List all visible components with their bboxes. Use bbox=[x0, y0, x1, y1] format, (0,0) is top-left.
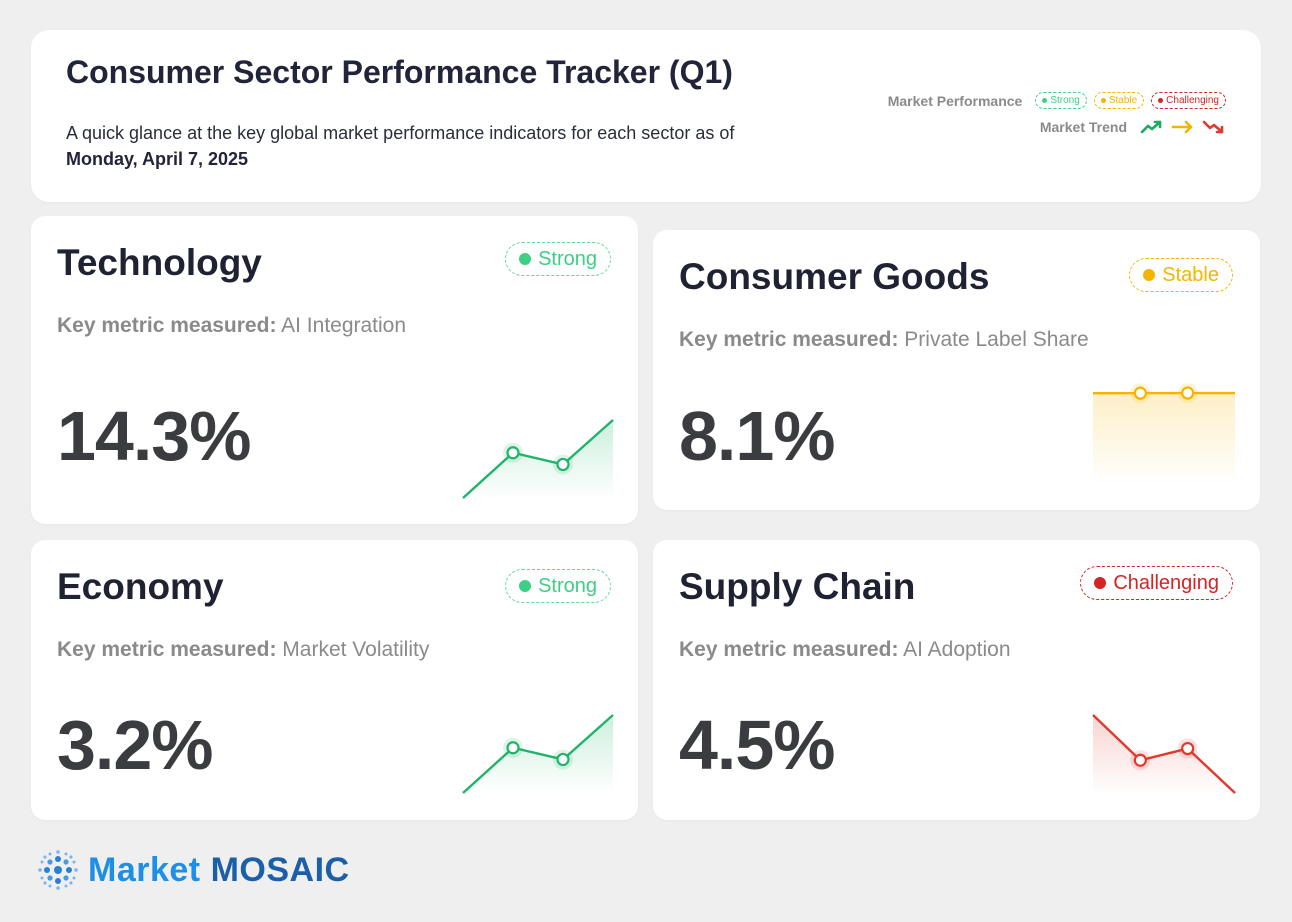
sparkline-point bbox=[1181, 741, 1195, 756]
trend-legend: Market Trend bbox=[1040, 119, 1226, 135]
metric-prefix: Key metric measured: bbox=[679, 328, 899, 351]
status-badge: Challenging bbox=[1080, 566, 1233, 600]
status-badge: Strong bbox=[505, 242, 611, 276]
trend-flat-icon bbox=[1171, 120, 1193, 134]
sector-name: Consumer Goods bbox=[679, 256, 990, 297]
status-label: Strong bbox=[538, 574, 597, 597]
metric-value: 14.3% bbox=[57, 397, 251, 475]
sparkline-area bbox=[463, 420, 613, 500]
sparkline-point bbox=[506, 741, 520, 755]
metric-name: AI Integration bbox=[281, 314, 407, 337]
metric-value: 4.5% bbox=[679, 706, 836, 784]
legend-challenging-label: Challenging bbox=[1166, 95, 1219, 106]
sparkline-point bbox=[556, 457, 570, 472]
report-date: Monday, April 7, 2025 bbox=[66, 149, 249, 169]
trend-legend-label: Market Trend bbox=[1039, 119, 1127, 135]
sparkline-line bbox=[462, 419, 614, 499]
status-badge: Strong bbox=[505, 569, 611, 603]
dot-icon bbox=[1100, 98, 1106, 103]
brand-name-part1: Market bbox=[88, 850, 201, 889]
sparkline-point bbox=[1133, 386, 1147, 400]
metric-prefix: Key metric measured: bbox=[679, 638, 899, 661]
status-dot-icon bbox=[519, 580, 532, 592]
metric-line: Key metric measured: Market Volatility bbox=[57, 638, 429, 662]
sector-name: Economy bbox=[57, 566, 224, 607]
status-badge: Stable bbox=[1129, 258, 1233, 292]
sparkline bbox=[462, 419, 614, 500]
status-label: Strong bbox=[538, 247, 597, 270]
subtitle-text: A quick glance at the key global market … bbox=[66, 123, 735, 143]
sparkline-point bbox=[1133, 753, 1147, 767]
sparkline-line bbox=[1092, 714, 1236, 794]
page-title: Consumer Sector Performance Tracker (Q1) bbox=[66, 54, 733, 90]
status-label: Stable bbox=[1162, 263, 1219, 286]
sector-card-economy: Economy Strong Key metric measured: Mark… bbox=[31, 540, 638, 820]
sparkline bbox=[462, 714, 614, 795]
sparkline-area bbox=[463, 715, 613, 795]
page-subtitle: A quick glance at the key global market … bbox=[66, 120, 734, 172]
sparkline-line bbox=[462, 714, 614, 794]
metric-name: Private Label Share bbox=[904, 328, 1089, 351]
sector-card-supply-chain: Supply Chain Challenging Key metric meas… bbox=[653, 540, 1260, 820]
metric-value: 8.1% bbox=[679, 397, 836, 475]
sector-name: Supply Chain bbox=[679, 566, 916, 607]
sparkline bbox=[1092, 714, 1236, 795]
metric-value: 3.2% bbox=[57, 706, 214, 784]
dot-icon bbox=[1042, 98, 1048, 103]
legend-challenging-badge: Challenging bbox=[1151, 92, 1226, 109]
sparkline-point bbox=[506, 446, 520, 460]
metric-name: AI Adoption bbox=[903, 638, 1011, 661]
metric-prefix: Key metric measured: bbox=[57, 638, 277, 661]
status-label: Challenging bbox=[1113, 571, 1219, 594]
sparkline-area bbox=[1093, 393, 1235, 485]
legend-stable-label: Stable bbox=[1108, 95, 1138, 106]
sparkline bbox=[1093, 383, 1235, 485]
brand-name: Market MOSAIC bbox=[88, 851, 350, 890]
trend-up-icon bbox=[1140, 120, 1162, 134]
brand-name-part2: MOSAIC bbox=[210, 850, 350, 889]
sector-card-consumer-goods: Consumer Goods Stable Key metric measure… bbox=[653, 230, 1260, 510]
performance-legend: Market Performance Strong Stable Challen… bbox=[888, 92, 1226, 109]
sector-card-technology: Technology Strong Key metric measured: A… bbox=[31, 216, 638, 524]
legend-strong-label: Strong bbox=[1050, 95, 1080, 106]
status-dot-icon bbox=[1143, 269, 1156, 281]
header-card: Consumer Sector Performance Tracker (Q1)… bbox=[31, 30, 1261, 202]
metric-line: Key metric measured: Private Label Share bbox=[679, 328, 1089, 352]
trend-down-icon bbox=[1202, 120, 1224, 134]
metric-name: Market Volatility bbox=[282, 638, 430, 661]
metric-prefix: Key metric measured: bbox=[57, 314, 277, 337]
performance-legend-label: Market Performance bbox=[887, 92, 1023, 109]
sector-name: Technology bbox=[57, 242, 262, 283]
metric-line: Key metric measured: AI Integration bbox=[57, 314, 406, 338]
legend-strong-badge: Strong bbox=[1035, 92, 1087, 109]
brand-logo: Market MOSAIC bbox=[38, 850, 350, 890]
metric-line: Key metric measured: AI Adoption bbox=[679, 638, 1011, 662]
sparkline-point bbox=[1181, 386, 1195, 400]
status-dot-icon bbox=[519, 253, 532, 265]
status-dot-icon bbox=[1094, 577, 1107, 589]
sparkline-point bbox=[556, 752, 570, 767]
legend-stable-badge: Stable bbox=[1093, 92, 1145, 109]
dot-icon bbox=[1158, 98, 1164, 103]
mosaic-logo-icon bbox=[38, 850, 78, 890]
